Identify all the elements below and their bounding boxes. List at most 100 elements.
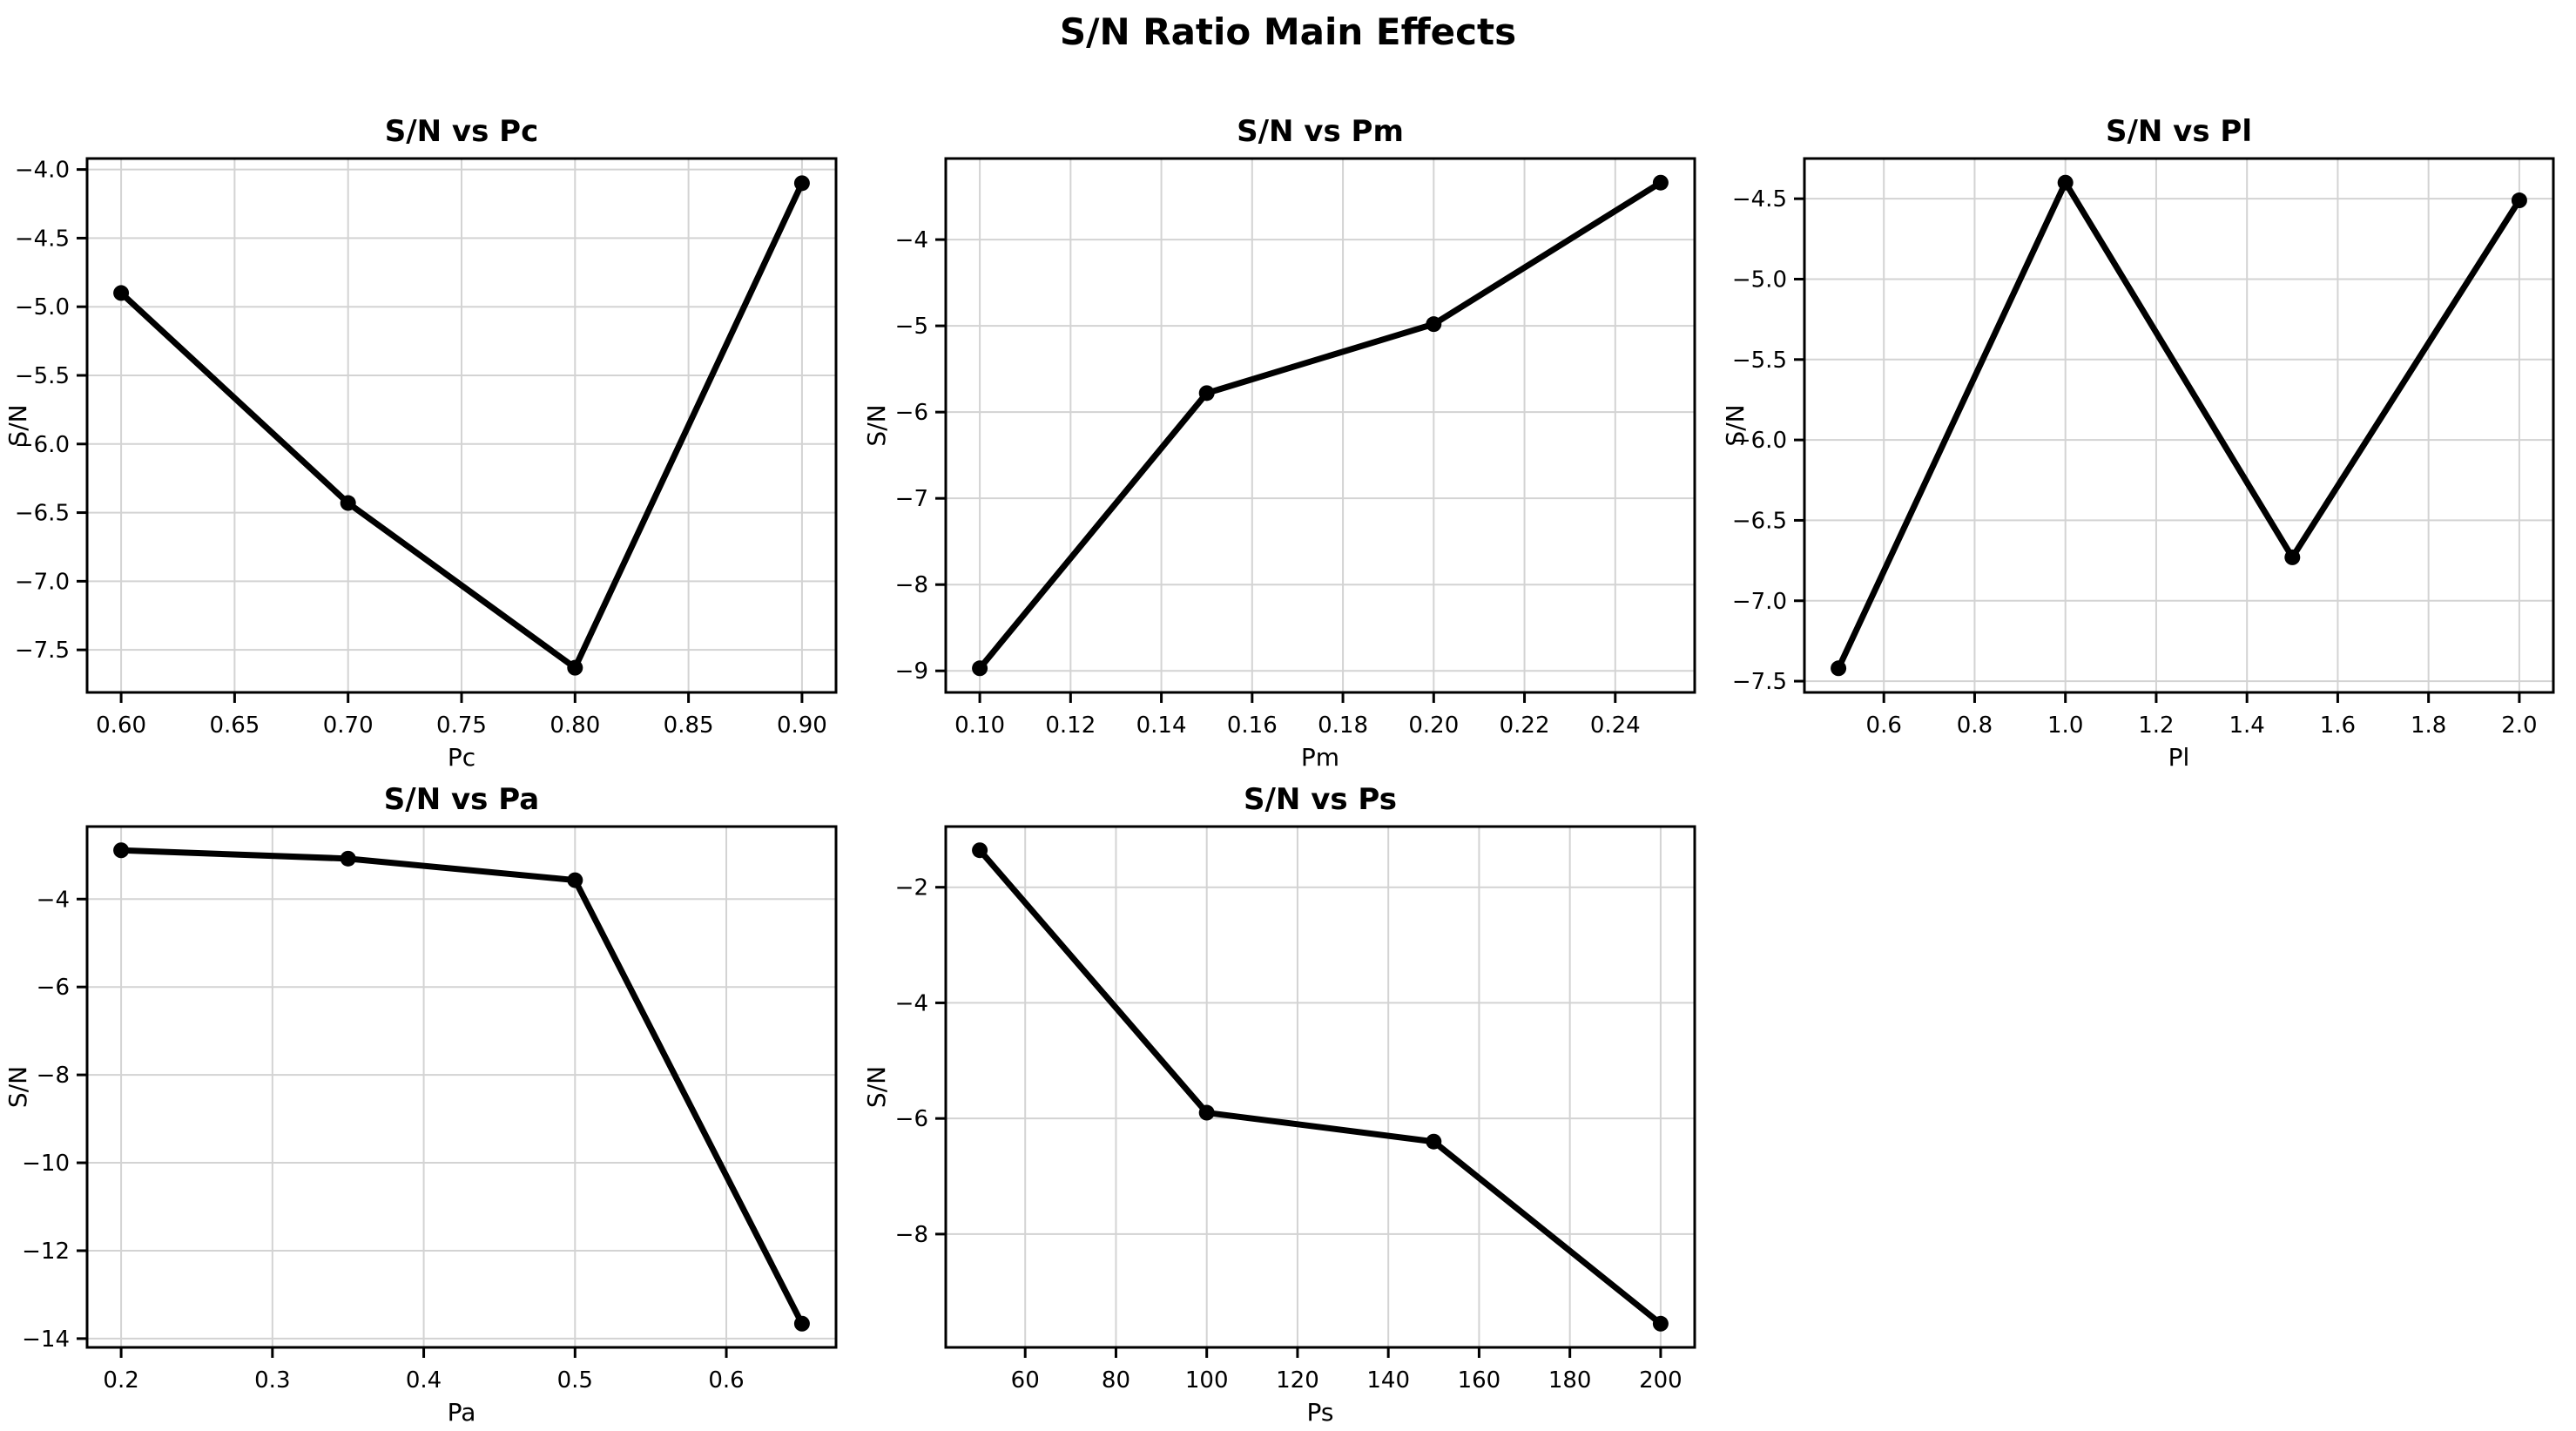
y-axis-label: S/N	[862, 404, 891, 446]
chart-sn-vs-pa: 0.2 0.3 0.4 0.5 0.6 −4 −6 −8 −10 −12 −14 S/N vs Pa P…	[0, 766, 859, 1431]
axes-frame	[944, 825, 1696, 1349]
y-tick-label: −5	[895, 314, 928, 340]
x-tick-label: 0.80	[550, 712, 600, 739]
x-tick-label: 0.2	[103, 1367, 138, 1394]
data-point	[1426, 316, 1442, 333]
x-axis-label: Pa	[448, 1398, 476, 1427]
subplot-title: S/N vs Ps	[1244, 782, 1397, 817]
data-point	[113, 285, 130, 301]
y-tick-label: −5.5	[15, 363, 70, 389]
y-tick-label: −6	[895, 400, 928, 426]
x-axis-label: Ps	[1307, 1398, 1334, 1427]
x-tick-label: 0.3	[254, 1367, 290, 1394]
axes-frame	[85, 157, 838, 694]
y-tick-label: −4.0	[15, 158, 70, 184]
y-tick-label: −9	[895, 658, 928, 685]
y-tick-label: −5.0	[1732, 267, 1787, 293]
y-tick-label: −8	[37, 1063, 70, 1089]
x-tick-label: 0.16	[1227, 712, 1278, 739]
x-tick-label: 0.5	[557, 1367, 593, 1394]
data-point	[972, 660, 988, 677]
x-tick-label: 120	[1276, 1367, 1319, 1394]
x-tick-label: 1.2	[2138, 712, 2174, 739]
x-tick-label: 100	[1185, 1367, 1229, 1394]
y-tick-label: −2	[895, 875, 928, 901]
x-tick-label: 0.65	[209, 712, 260, 739]
y-tick-label: −4	[895, 990, 928, 1016]
y-tick-label: −4	[895, 227, 928, 253]
y-tick-label: −8	[895, 1222, 928, 1248]
y-tick-label: −7	[895, 486, 928, 512]
x-tick-label: 0.10	[954, 712, 1005, 739]
data-point	[1198, 1104, 1215, 1121]
x-tick-label: 0.22	[1500, 712, 1550, 739]
y-axis-label: S/N	[862, 1066, 891, 1108]
chart-canvas: 0.10 0.12 0.14 0.16 0.18 0.20 0.22 0.24 −4 −5 −6 −7…	[862, 114, 1696, 766]
y-tick-label: −10	[22, 1151, 70, 1177]
data-line	[118, 847, 806, 1327]
y-tick-label: −6	[895, 1106, 928, 1132]
x-tick-label: 140	[1366, 1367, 1410, 1394]
y-tick-label: −4.5	[1732, 186, 1787, 213]
x-axis-label: Pm	[1301, 743, 1339, 766]
y-tick-label: −5.0	[15, 294, 70, 321]
y-tick-label: −7.5	[15, 638, 70, 664]
x-tick-label: 0.90	[777, 712, 827, 739]
charts-grid: 0.60 0.65 0.70 0.75 0.80 0.85 0.90 −4.0 −4.5 −5.0…	[0, 96, 2576, 1431]
x-tick-label: 0.20	[1408, 712, 1459, 739]
data-point	[1652, 1315, 1669, 1332]
y-tick-label: −6.0	[15, 432, 70, 458]
data-line	[1835, 179, 2523, 672]
x-tick-label: 80	[1102, 1367, 1130, 1394]
x-tick-label: 0.24	[1590, 712, 1641, 739]
data-point	[2057, 174, 2074, 191]
empty-cell	[1717, 766, 2576, 1431]
chart-canvas: 0.60 0.65 0.70 0.75 0.80 0.85 0.90 −4.0 −4.5 −5.0…	[3, 114, 838, 766]
x-axis-label: Pc	[448, 743, 475, 766]
subplot-title: S/N vs Pm	[1237, 114, 1404, 149]
y-tick-label: −7.0	[15, 569, 70, 595]
y-tick-label: −14	[22, 1326, 70, 1353]
data-point	[1426, 1133, 1442, 1150]
data-point	[340, 495, 356, 511]
x-tick-label: 0.60	[96, 712, 146, 739]
data-line	[976, 179, 1664, 672]
data-point	[793, 1315, 810, 1332]
data-line	[118, 179, 806, 672]
data-point	[1652, 174, 1669, 191]
data-point	[1831, 660, 1847, 677]
axes-frame	[1803, 157, 2555, 694]
chart-canvas: 60 80 100 120 140 160 180 200 −2 −4 −6 −8 S/N vs Ps P…	[862, 782, 1696, 1427]
subplot-title: S/N vs Pc	[385, 114, 539, 149]
y-tick-label: −6.0	[1732, 428, 1787, 454]
plot-area	[946, 827, 1695, 1347]
x-tick-label: 1.6	[2320, 712, 2356, 739]
chart-sn-vs-ps: 60 80 100 120 140 160 180 200 −2 −4 −6 −8 S/N vs Ps P…	[859, 766, 1717, 1431]
x-tick-label: 0.8	[1957, 712, 1993, 739]
data-point	[2511, 192, 2527, 209]
x-tick-label: 1.8	[2411, 712, 2446, 739]
y-tick-label: −5.5	[1732, 348, 1787, 374]
x-tick-label: 0.12	[1045, 712, 1096, 739]
y-tick-label: −7.0	[1732, 589, 1787, 615]
y-axis-label: S/N	[3, 1066, 32, 1108]
y-tick-label: −6	[37, 975, 70, 1001]
x-tick-label: 160	[1458, 1367, 1501, 1394]
chart-canvas: 0.2 0.3 0.4 0.5 0.6 −4 −6 −8 −10 −12 −14 S/N vs Pa P…	[3, 782, 838, 1427]
data-point	[113, 842, 130, 859]
x-tick-label: 0.6	[708, 1367, 744, 1394]
y-tick-label: −4.5	[15, 226, 70, 252]
x-tick-label: 1.4	[2229, 712, 2265, 739]
chart-sn-vs-pm: 0.10 0.12 0.14 0.16 0.18 0.20 0.22 0.24 −4 −5 −6 −7…	[859, 96, 1717, 766]
y-tick-label: −8	[895, 572, 928, 598]
x-axis-label: Pl	[2168, 743, 2190, 766]
y-tick-label: −7.5	[1732, 669, 1787, 695]
subplot-title: S/N vs Pl	[2106, 114, 2252, 149]
x-tick-label: 0.6	[1866, 712, 1902, 739]
x-tick-label: 60	[1011, 1367, 1040, 1394]
y-axis-label: S/N	[3, 404, 32, 446]
x-tick-label: 0.18	[1318, 712, 1368, 739]
y-tick-label: −6.5	[15, 501, 70, 527]
data-point	[567, 659, 583, 676]
